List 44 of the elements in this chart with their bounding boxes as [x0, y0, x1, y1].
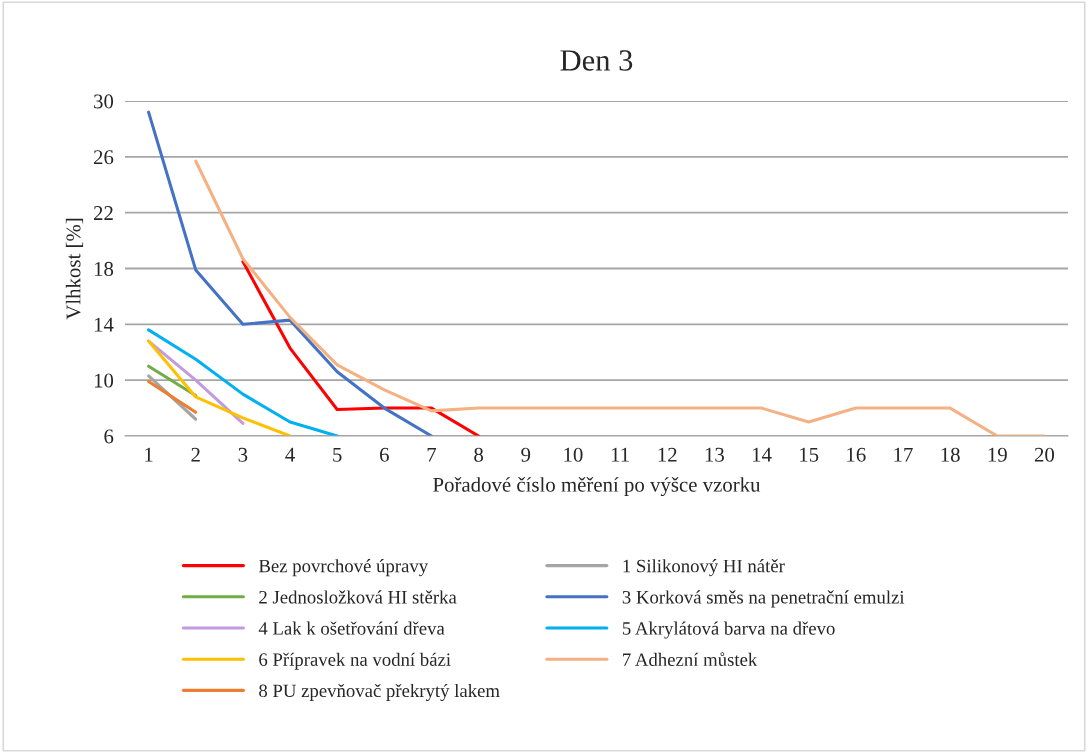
y-tick-label: 30	[94, 94, 114, 109]
x-tick-label: 18	[941, 447, 960, 462]
x-tick-label: 5	[333, 447, 342, 462]
x-tick-label: 12	[658, 447, 677, 462]
y-tick-label: 6	[104, 429, 114, 444]
line-series	[147, 339, 292, 436]
x-tick-label: 6	[380, 447, 389, 462]
y-tick-label: 22	[93, 206, 113, 220]
x-tick-label: 3	[238, 447, 248, 462]
line-series	[147, 110, 434, 436]
x-tick-label: 7	[427, 447, 437, 462]
legend-label: 5 Akrylátová barva na dřevo	[622, 621, 835, 639]
x-tick-label: 4	[285, 447, 295, 462]
line-series	[147, 328, 339, 436]
y-tick-label: 26	[93, 150, 114, 165]
x-tick-label: 14	[752, 447, 772, 462]
x-tick-label: 2	[191, 447, 200, 462]
y-axis-title: Vlhkost [%]	[65, 218, 84, 320]
line-series	[241, 259, 481, 436]
x-tick-label: 13	[705, 447, 724, 462]
x-tick-label: 8	[474, 447, 484, 462]
x-tick-label: 11	[611, 447, 629, 462]
chart-title: Den 3	[560, 50, 633, 71]
legend-label: 6 Přípravek na vodní bázi	[259, 652, 451, 670]
legend-label: 2 Jednosložková HI stěrka	[259, 590, 457, 604]
x-tick-label: 20	[1034, 447, 1055, 462]
x-tick-label: 10	[564, 447, 583, 462]
x-tick-label: 19	[988, 447, 1007, 462]
y-tick-label: 18	[94, 261, 114, 276]
legend-label: 3 Korková směs na penetrační emulzi	[622, 590, 905, 608]
legend-label: 8 PU zpevňovač překrytý lakem	[259, 683, 500, 701]
x-tick-label: 9	[521, 447, 531, 462]
x-tick-label: 15	[800, 447, 819, 462]
legend-label: 1 Silikonový HI nátěr	[623, 559, 785, 577]
y-tick-label: 14	[94, 317, 114, 332]
x-tick-label: 17	[894, 447, 913, 462]
x-tick-label: 1	[145, 447, 153, 462]
legend-label: Bez povrchové úpravy	[258, 559, 429, 577]
legend-label: 4 Lak k ošetřování dřeva	[258, 621, 445, 635]
y-tick-label: 10	[94, 373, 114, 388]
legend-label: 7 Adhezní můstek	[623, 652, 758, 666]
x-tick-label: 16	[847, 447, 866, 462]
line-series	[194, 159, 1046, 436]
x-axis-title: Pořadové číslo měření po výšce vzorku	[433, 477, 761, 497]
